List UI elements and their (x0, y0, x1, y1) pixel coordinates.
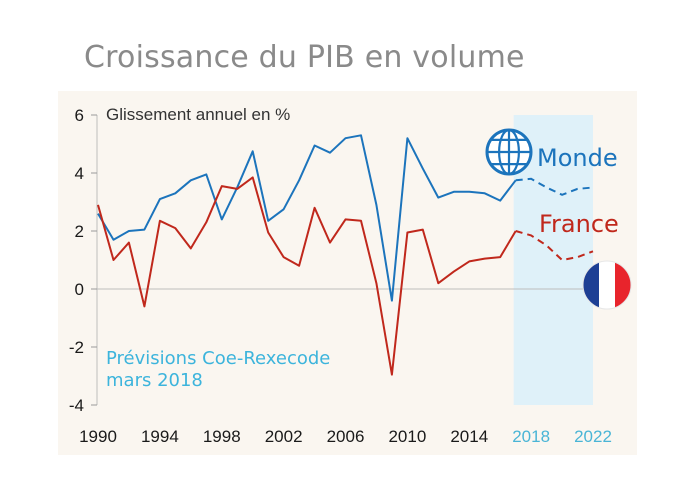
series-label-france: France (539, 210, 619, 238)
series-line-france (97, 176, 517, 376)
x-tick-label: 1990 (79, 427, 117, 446)
y-tick-label: 0 (75, 280, 84, 299)
chart-title: Croissance du PIB en volume (84, 40, 525, 75)
y-tick-label: 2 (75, 222, 84, 241)
x-tick-label: 2010 (388, 427, 426, 446)
x-tick-label: 1994 (141, 427, 179, 446)
y-tick-label: -4 (69, 396, 84, 415)
x-tick-label: 2018 (512, 427, 550, 446)
globe-icon (485, 128, 533, 176)
france-flag-icon (582, 260, 632, 310)
forecast-line-monde (515, 177, 594, 196)
y-tick-label: 6 (75, 106, 84, 125)
x-tick-label: 2002 (265, 427, 303, 446)
series-line-monde (97, 134, 517, 302)
x-tick-label: 1998 (203, 427, 241, 446)
y-tick-label: 4 (75, 164, 84, 183)
forecast-note-line2: mars 2018 (106, 370, 203, 391)
x-tick-label: 2006 (327, 427, 365, 446)
forecast-note-line1: Prévisions Coe-Rexecode (106, 348, 330, 369)
x-tick-label: 2022 (574, 427, 612, 446)
series-label-monde: Monde (537, 144, 618, 172)
y-axis-label: Glissement annuel en % (106, 105, 290, 124)
y-tick-label: -2 (69, 338, 84, 357)
x-tick-label: 2014 (450, 427, 488, 446)
forecast-line-france (515, 230, 594, 262)
